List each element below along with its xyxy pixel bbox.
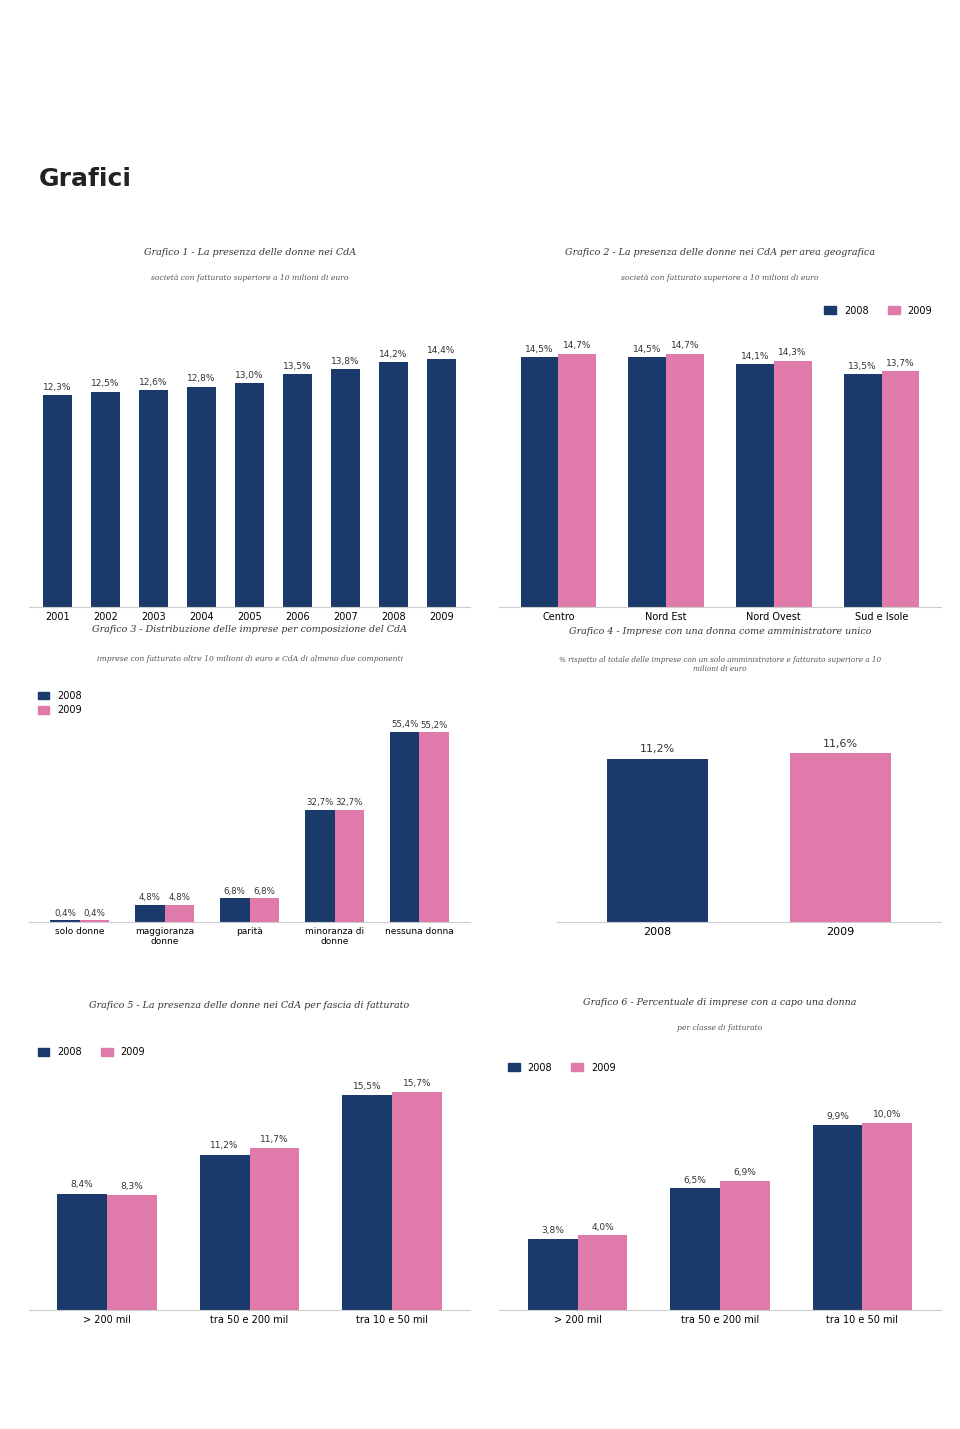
Text: 9,9%: 9,9% [827,1112,849,1120]
Bar [220,899,250,922]
Bar [420,733,449,922]
Text: 14,1%: 14,1% [741,352,769,360]
Text: 14,2%: 14,2% [379,350,408,359]
Text: imprese con fatturato oltre 10 milioni di euro e CdA di almeno due componenti: imprese con fatturato oltre 10 milioni d… [97,656,402,663]
Text: 4,8%: 4,8% [169,893,190,903]
Text: 13,8%: 13,8% [331,357,360,366]
Bar [520,357,559,607]
Legend: 2008, 2009: 2008, 2009 [821,302,936,320]
Bar [390,732,420,922]
Text: 8,3%: 8,3% [121,1182,143,1190]
Bar [629,357,666,607]
Text: 13,5%: 13,5% [283,362,312,372]
Bar [670,1189,720,1310]
Text: 14,5%: 14,5% [525,344,554,354]
Text: Grafico 2 - La presenza delle donne nei CdA per area geografica: Grafico 2 - La presenza delle donne nei … [565,249,875,257]
Text: Grafico 1 - La presenza delle donne nei CdA: Grafico 1 - La presenza delle donne nei … [144,249,355,257]
Bar [250,1147,300,1310]
Bar [331,369,360,607]
Text: 14,3%: 14,3% [779,349,807,357]
Bar [774,360,811,607]
Bar [283,374,312,607]
Bar [43,396,72,607]
Text: 12,6%: 12,6% [139,377,168,386]
Text: 14,7%: 14,7% [671,342,699,350]
Text: % rispetto al totale delle imprese con un solo amministratore e fatturato superi: % rispetto al totale delle imprese con u… [559,656,881,673]
Text: Grafico 6 - Percentuale di imprese con a capo una donna: Grafico 6 - Percentuale di imprese con a… [584,999,856,1007]
Bar [607,759,708,922]
Bar [427,359,456,607]
Bar [108,1195,157,1310]
Text: Cerved Group: Cerved Group [132,41,436,76]
Text: 11,2%: 11,2% [210,1142,239,1150]
Bar [379,363,408,607]
Bar [305,810,334,922]
Bar [135,905,165,922]
Text: 14,5%: 14,5% [633,344,661,354]
Bar [91,392,120,607]
Bar [578,1235,628,1310]
Text: 14,4%: 14,4% [427,346,456,356]
Text: 8: 8 [25,1395,33,1409]
Text: 15,5%: 15,5% [353,1082,381,1090]
Text: 6,8%: 6,8% [253,886,276,896]
Bar [790,753,891,922]
Text: 13,5%: 13,5% [849,362,877,372]
Legend: 2008, 2009: 2008, 2009 [34,1043,149,1062]
Bar [250,899,279,922]
Text: 12,8%: 12,8% [187,374,216,383]
Bar [187,386,216,607]
Text: 13,0%: 13,0% [235,370,264,380]
Text: 4,8%: 4,8% [139,893,160,903]
Text: 8,4%: 8,4% [71,1180,93,1189]
Text: © 2010 – Cerved Group Spa – Tutti i diritti riservati – Riproduzione vietata: © 2010 – Cerved Group Spa – Tutti i diri… [287,1398,673,1406]
Text: 15,7%: 15,7% [402,1079,431,1087]
Text: 11,6%: 11,6% [823,739,858,749]
Text: 32,7%: 32,7% [336,797,363,807]
Text: Grafico 3 - Distribuzione delle imprese per composizione del CdA: Grafico 3 - Distribuzione delle imprese … [92,624,407,634]
Bar [720,1180,770,1310]
Text: 10,0%: 10,0% [873,1110,901,1119]
Text: 12,3%: 12,3% [43,383,72,392]
Text: 14,7%: 14,7% [563,342,591,350]
Bar [392,1092,442,1310]
Text: Grafici: Grafici [38,167,132,190]
Text: 4,0%: 4,0% [591,1223,613,1232]
Text: 3,8%: 3,8% [541,1226,564,1235]
Bar [862,1123,912,1310]
Bar [881,372,920,607]
Text: 13,7%: 13,7% [886,359,915,367]
Bar [165,905,194,922]
Text: 6,8%: 6,8% [224,886,246,896]
Bar [58,1193,108,1310]
Text: 55,2%: 55,2% [420,720,448,730]
Text: 0,4%: 0,4% [84,909,106,917]
Text: Grafico 4 - Imprese con una donna come amministratore unico: Grafico 4 - Imprese con una donna come a… [568,627,872,636]
Text: società con fatturato superiore a 10 milioni di euro: società con fatturato superiore a 10 mil… [621,274,819,282]
Bar [666,354,704,607]
Bar [736,364,774,607]
Bar [844,374,881,607]
Bar [334,810,364,922]
Text: 6,9%: 6,9% [733,1167,756,1177]
Bar [812,1125,862,1310]
Text: 55,4%: 55,4% [391,720,419,729]
Legend: 2008, 2009: 2008, 2009 [504,1059,619,1076]
Text: per classe di fatturato: per classe di fatturato [678,1025,762,1032]
Text: Grafico 5 - La presenza delle donne nei CdA per fascia di fatturato: Grafico 5 - La presenza delle donne nei … [89,1002,410,1010]
Bar [139,390,168,607]
Bar [559,354,596,607]
Text: 11,2%: 11,2% [639,745,675,755]
Text: 6,5%: 6,5% [684,1176,707,1185]
Legend: 2008, 2009: 2008, 2009 [34,687,85,719]
Text: 32,7%: 32,7% [306,797,333,807]
Text: 11,7%: 11,7% [260,1135,289,1143]
Bar [235,383,264,607]
Bar [528,1239,578,1310]
Text: 0,4%: 0,4% [54,909,76,917]
Bar [200,1155,250,1310]
Text: società con fatturato superiore a 10 milioni di euro: società con fatturato superiore a 10 mil… [151,274,348,282]
Text: 12,5%: 12,5% [91,379,120,389]
Bar [342,1095,392,1310]
